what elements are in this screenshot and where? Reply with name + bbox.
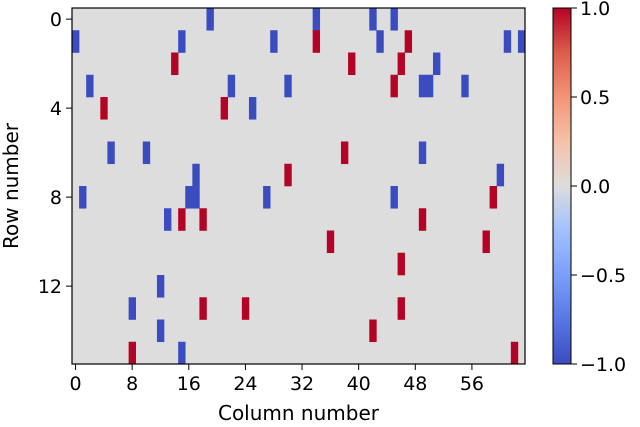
heatmap-cell-31	[284, 163, 292, 187]
heatmap-cell-27	[142, 141, 151, 165]
heatmap-cell-26	[107, 141, 115, 165]
colorbar-tick-label-4: −1.0	[580, 354, 626, 376]
heatmap-cell-34	[185, 186, 193, 209]
heatmap-cell-36	[263, 186, 271, 209]
heatmap-cell-44	[482, 230, 490, 254]
heatmap-cell-54	[178, 341, 186, 365]
y-tick-label-2: 8	[50, 187, 62, 209]
heatmap-cell-15	[432, 52, 441, 76]
heatmap-cells	[72, 8, 526, 365]
heatmap-cell-24	[220, 97, 229, 120]
heatmap-cell-32	[496, 163, 505, 187]
heatmap-cell-22	[461, 74, 469, 98]
heatmap-cell-51	[156, 319, 165, 343]
x-tick-label-2: 16	[177, 373, 201, 395]
colorbar-tick-label-0: 1.0	[580, 0, 610, 20]
colorbar-ticks: 1.0 0.5 0.0 −0.5 −1.0	[571, 0, 626, 376]
y-tick-label-1: 4	[50, 98, 62, 120]
heatmap-cell-29	[418, 141, 427, 165]
heatmap-cell-0	[206, 8, 214, 31]
heatmap-cell-37	[390, 186, 398, 209]
heatmap-cell-12	[171, 52, 179, 76]
heatmap-cell-9	[404, 30, 413, 53]
heatmap-cell-10	[503, 30, 512, 53]
x-tick-label-3: 24	[233, 373, 257, 395]
heatmap-cell-19	[390, 74, 398, 98]
heatmap-frame	[71, 7, 526, 365]
x-axis-label: Column number	[218, 401, 380, 425]
heatmap-cell-14	[397, 52, 405, 76]
heatmap-cell-23	[100, 97, 108, 120]
heatmap-cell-2	[369, 8, 377, 31]
colorbar-tick-label-3: −0.5	[580, 265, 626, 287]
heatmap-cell-49	[241, 297, 250, 320]
heatmap-cell-20	[418, 74, 427, 98]
heatmap-cell-6	[270, 30, 278, 53]
heatmap-cell-40	[178, 208, 186, 231]
heatmap-cell-17	[227, 74, 236, 98]
heatmap-cell-21	[425, 74, 434, 98]
heatmap-cell-52	[369, 319, 377, 343]
x-axis-ticks: 0 8 16 24 32 40 48 56	[69, 364, 484, 395]
heatmap-cell-4	[72, 30, 80, 53]
heatmap-cell-11	[517, 30, 526, 53]
x-tick-label-5: 40	[347, 373, 371, 395]
heatmap-cell-39	[164, 208, 172, 231]
heatmap-cell-55	[510, 341, 519, 365]
x-tick-label-0: 0	[69, 373, 81, 395]
y-axis-label: Row number	[0, 122, 23, 249]
heatmap-plot-area	[72, 8, 525, 364]
heatmap-cell-35	[192, 186, 200, 209]
heatmap-cell-7	[312, 30, 321, 53]
heatmap-cell-42	[418, 208, 427, 231]
heatmap-cell-25	[248, 97, 257, 120]
heatmap-cell-8	[376, 30, 384, 53]
heatmap-cell-13	[348, 52, 356, 76]
heatmap-cell-3	[390, 8, 398, 31]
y-tick-label-0: 0	[50, 9, 62, 31]
y-tick-label-3: 12	[38, 276, 62, 298]
heatmap-cell-46	[156, 275, 165, 298]
heatmap-cell-1	[312, 8, 321, 31]
heatmap-cell-50	[397, 297, 405, 320]
heatmap-cell-48	[199, 297, 207, 320]
heatmap-cell-28	[340, 141, 349, 165]
heatmap-cell-41	[199, 208, 207, 231]
x-tick-label-4: 32	[290, 373, 314, 395]
heatmap-cell-5	[178, 30, 186, 53]
colorbar	[552, 7, 572, 365]
heatmap-cell-53	[128, 341, 137, 365]
heatmap-cell-30	[192, 163, 200, 187]
heatmap-cell-16	[86, 74, 94, 98]
colorbar-tick-label-1: 0.5	[580, 87, 610, 109]
colorbar-tick-label-2: 0.0	[580, 176, 610, 198]
heatmap-cell-38	[489, 186, 497, 209]
x-tick-label-7: 56	[460, 373, 484, 395]
x-tick-label-1: 8	[126, 373, 138, 395]
heatmap-cell-47	[128, 297, 137, 320]
x-tick-label-6: 48	[403, 373, 427, 395]
heatmap-cell-18	[284, 74, 292, 98]
y-axis-ticks: 0 4 8 12	[38, 9, 72, 298]
heatmap-cell-33	[79, 186, 87, 209]
heatmap-cell-45	[397, 252, 405, 276]
heatmap-cell-43	[326, 230, 335, 254]
